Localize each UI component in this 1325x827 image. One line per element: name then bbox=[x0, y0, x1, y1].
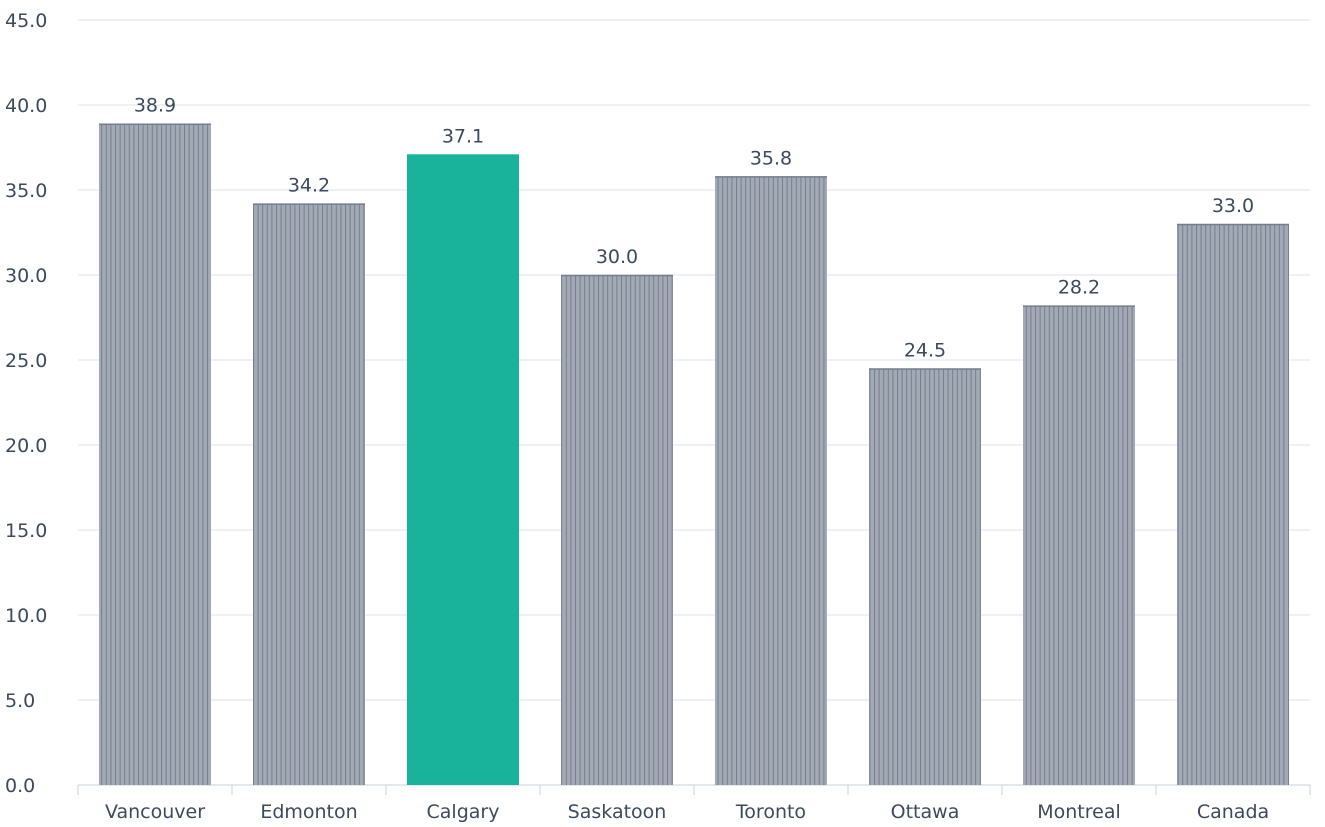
y-tick-label: 30.0 bbox=[5, 265, 47, 287]
y-tick-label: 35.0 bbox=[5, 180, 47, 202]
data-label-vancouver: 38.9 bbox=[134, 95, 176, 117]
data-label-edmonton: 34.2 bbox=[288, 175, 330, 197]
x-tick-label-canada: Canada bbox=[1197, 801, 1269, 823]
bar-saskatoon bbox=[561, 275, 673, 785]
y-tick-label: 25.0 bbox=[5, 350, 47, 372]
bar-calgary bbox=[407, 154, 519, 786]
x-tick-label-ottawa: Ottawa bbox=[891, 801, 960, 823]
bar-montreal bbox=[1023, 305, 1135, 785]
y-tick-label: 0.0 bbox=[5, 775, 35, 797]
bar-edmonton bbox=[253, 203, 365, 786]
data-label-toronto: 35.8 bbox=[750, 147, 792, 169]
bars bbox=[99, 123, 1289, 786]
data-label-saskatoon: 30.0 bbox=[596, 246, 638, 268]
y-tick-label: 15.0 bbox=[5, 520, 47, 542]
x-tick-label-toronto: Toronto bbox=[735, 801, 806, 823]
data-label-canada: 33.0 bbox=[1212, 195, 1254, 217]
bar-toronto bbox=[715, 176, 827, 785]
x-tick-label-edmonton: Edmonton bbox=[260, 801, 357, 823]
y-tick-label: 45.0 bbox=[5, 10, 47, 32]
data-label-ottawa: 24.5 bbox=[904, 340, 946, 362]
y-tick-label: 40.0 bbox=[5, 95, 47, 117]
y-axis-ticks: 0.0 5.0 10.0 15.0 20.0 25.0 30.0 35.0 40.0 45.0 bbox=[5, 10, 47, 797]
x-tick-label-montreal: Montreal bbox=[1037, 801, 1121, 823]
data-label-montreal: 28.2 bbox=[1058, 277, 1100, 299]
bar-vancouver bbox=[99, 123, 211, 785]
bar-ottawa bbox=[869, 368, 981, 785]
data-labels: 38.9 34.2 37.1 30.0 35.8 24.5 28.2 33.0 bbox=[134, 95, 1254, 362]
x-tick-label-saskatoon: Saskatoon bbox=[568, 801, 667, 823]
x-tick-label-vancouver: Vancouver bbox=[105, 801, 205, 823]
y-tick-label: 10.0 bbox=[5, 605, 47, 627]
y-tick-label: 5.0 bbox=[5, 690, 35, 712]
x-axis-ticks: Vancouver Edmonton Calgary Saskatoon Toronto… bbox=[105, 801, 1269, 823]
data-label-calgary: 37.1 bbox=[442, 125, 484, 147]
bar-canada bbox=[1177, 224, 1289, 785]
x-tick-label-calgary: Calgary bbox=[427, 801, 500, 823]
y-tick-label: 20.0 bbox=[5, 435, 47, 457]
